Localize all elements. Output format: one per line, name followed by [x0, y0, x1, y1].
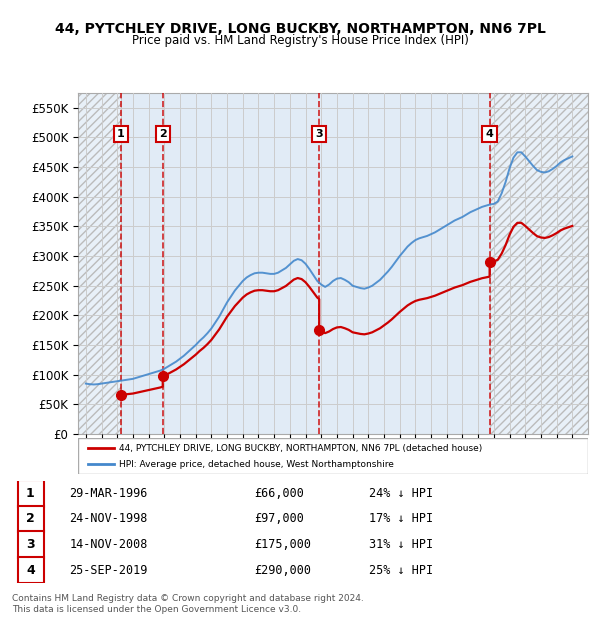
- FancyBboxPatch shape: [18, 531, 44, 558]
- Text: 44, PYTCHLEY DRIVE, LONG BUCKBY, NORTHAMPTON, NN6 7PL: 44, PYTCHLEY DRIVE, LONG BUCKBY, NORTHAM…: [55, 22, 545, 36]
- FancyBboxPatch shape: [18, 505, 44, 532]
- Text: 4: 4: [485, 129, 494, 139]
- FancyBboxPatch shape: [18, 480, 44, 507]
- Text: £290,000: £290,000: [254, 564, 311, 577]
- FancyBboxPatch shape: [78, 438, 588, 474]
- Text: 17% ↓ HPI: 17% ↓ HPI: [369, 512, 433, 525]
- Text: 24% ↓ HPI: 24% ↓ HPI: [369, 487, 433, 500]
- Text: 25-SEP-2019: 25-SEP-2019: [70, 564, 148, 577]
- FancyBboxPatch shape: [18, 557, 44, 583]
- Text: 3: 3: [26, 538, 35, 551]
- Text: Price paid vs. HM Land Registry's House Price Index (HPI): Price paid vs. HM Land Registry's House …: [131, 34, 469, 47]
- Bar: [163, 93, 319, 434]
- Text: £97,000: £97,000: [254, 512, 304, 525]
- Bar: [78, 93, 121, 434]
- Text: 3: 3: [316, 129, 323, 139]
- Text: £66,000: £66,000: [254, 487, 304, 500]
- Text: 2: 2: [159, 129, 167, 139]
- Text: 44, PYTCHLEY DRIVE, LONG BUCKBY, NORTHAMPTON, NN6 7PL (detached house): 44, PYTCHLEY DRIVE, LONG BUCKBY, NORTHAM…: [119, 444, 482, 453]
- Text: 2: 2: [26, 512, 35, 525]
- Text: 29-MAR-1996: 29-MAR-1996: [70, 487, 148, 500]
- Text: 1: 1: [26, 487, 35, 500]
- Bar: [319, 93, 490, 434]
- Text: Contains HM Land Registry data © Crown copyright and database right 2024.
This d: Contains HM Land Registry data © Crown c…: [12, 595, 364, 614]
- Text: 4: 4: [26, 564, 35, 577]
- Text: 24-NOV-1998: 24-NOV-1998: [70, 512, 148, 525]
- Text: 14-NOV-2008: 14-NOV-2008: [70, 538, 148, 551]
- Text: 31% ↓ HPI: 31% ↓ HPI: [369, 538, 433, 551]
- Text: £175,000: £175,000: [254, 538, 311, 551]
- Text: 25% ↓ HPI: 25% ↓ HPI: [369, 564, 433, 577]
- Bar: [121, 93, 163, 434]
- Text: 1: 1: [117, 129, 125, 139]
- Text: HPI: Average price, detached house, West Northamptonshire: HPI: Average price, detached house, West…: [119, 460, 394, 469]
